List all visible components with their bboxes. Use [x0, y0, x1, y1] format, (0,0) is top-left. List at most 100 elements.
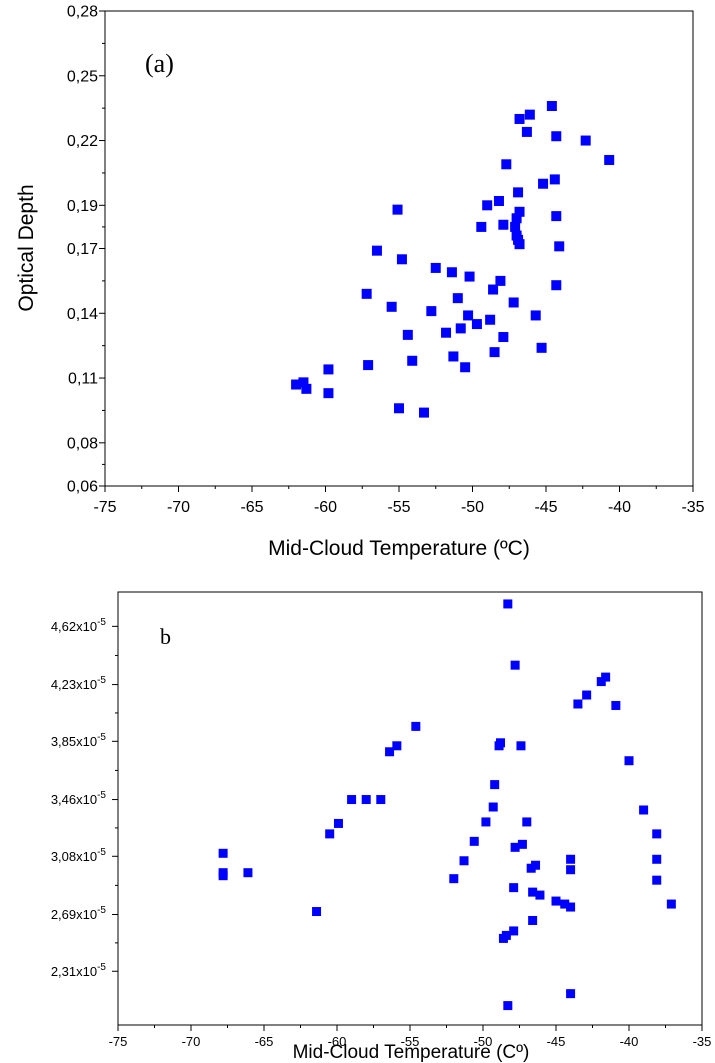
data-point — [452, 293, 463, 304]
data-point — [471, 319, 482, 330]
data-point — [551, 896, 561, 906]
data-point — [509, 926, 519, 936]
data-point — [386, 301, 397, 312]
panel-b-x-ticks: -75 -70 -65 -60 -55 -50 -45 -40 -35 — [109, 1025, 712, 1049]
data-point — [495, 275, 506, 286]
data-point — [514, 206, 525, 217]
data-point — [407, 355, 418, 366]
data-point — [498, 219, 509, 230]
x-tick-label: -65 — [255, 1034, 274, 1049]
data-point — [546, 101, 557, 111]
data-point — [363, 360, 374, 371]
x-tick-label: -40 — [620, 1034, 639, 1049]
data-point — [312, 907, 322, 917]
panel-a-label: (a) — [145, 49, 174, 78]
data-point — [298, 377, 309, 388]
data-point — [426, 306, 437, 317]
y-tick-label: 4,23x10-5 — [51, 675, 107, 692]
data-point — [394, 403, 404, 414]
data-point — [560, 899, 570, 909]
x-tick-label: -55 — [401, 1034, 420, 1049]
data-point — [430, 262, 441, 273]
data-point — [446, 267, 457, 278]
data-point — [554, 241, 565, 252]
data-point — [551, 211, 562, 222]
data-point — [498, 332, 509, 343]
data-point — [551, 280, 562, 291]
data-point — [218, 848, 228, 858]
data-point — [501, 930, 511, 940]
data-point — [489, 347, 500, 358]
data-point — [463, 310, 474, 321]
data-point — [516, 741, 526, 751]
data-point — [580, 135, 591, 146]
data-point — [291, 379, 302, 390]
panel-b-plot-area — [117, 591, 703, 1026]
data-point — [301, 383, 312, 394]
data-point — [476, 221, 487, 232]
panel-a-points — [291, 101, 615, 418]
data-point — [510, 221, 521, 232]
data-point — [624, 756, 634, 766]
panel-b: 2,31x10-5 2,69x10-5 3,08x10-5 3,46x10-5 3,85… — [51, 591, 712, 1063]
data-point — [566, 865, 576, 875]
panel-a-x-ticks: -75 -70 -65 -60 -55 -50 -45 -40 -35 — [93, 486, 705, 516]
y-tick-label: 0,08 — [67, 435, 98, 452]
data-point — [501, 159, 512, 170]
data-point — [323, 388, 334, 399]
data-point — [511, 213, 522, 224]
y-tick-label: 0,11 — [68, 371, 98, 388]
data-point — [441, 327, 452, 338]
data-point — [601, 672, 611, 682]
data-point — [549, 174, 560, 185]
data-point — [460, 362, 471, 373]
x-tick-label: -70 — [182, 1034, 201, 1049]
data-point — [535, 890, 545, 900]
data-point — [604, 154, 615, 165]
panel-a: 0,06 0,08 0,11 0,14 0,17 0,19 0,22 0,25 0,28 -75… — [15, 4, 705, 560]
data-point — [551, 131, 562, 142]
data-point — [517, 839, 527, 849]
y-tick-label: 0,25 — [67, 68, 98, 85]
y-tick-label: 3,46x10-5 — [51, 790, 107, 807]
panel-a-y-axis-label: Optical Depth — [15, 184, 38, 311]
data-point — [385, 747, 395, 757]
data-point — [243, 868, 253, 878]
y-tick-label: 2,31x10-5 — [51, 962, 107, 979]
data-point — [530, 310, 541, 321]
data-point — [510, 660, 520, 670]
panel-b-points — [218, 599, 676, 1011]
data-point — [323, 364, 334, 375]
x-tick-label: -40 — [608, 499, 631, 516]
x-tick-label: -75 — [93, 499, 116, 516]
x-tick-label: -75 — [109, 1034, 128, 1049]
data-point — [639, 805, 649, 815]
data-point — [361, 288, 372, 299]
data-point — [538, 178, 549, 189]
x-tick-label: -35 — [693, 1034, 712, 1049]
x-tick-label: -60 — [314, 499, 337, 516]
data-point — [469, 836, 479, 846]
data-point — [449, 874, 459, 884]
data-point — [536, 342, 547, 353]
data-point — [376, 795, 386, 805]
y-tick-label: 3,08x10-5 — [51, 847, 107, 864]
data-point — [448, 351, 459, 362]
panel-a-x-axis-label: Mid-Cloud Temperature (ºC) — [268, 537, 530, 560]
y-tick-label: 0,19 — [67, 198, 98, 215]
data-point — [652, 829, 662, 839]
data-point — [490, 780, 500, 790]
data-point — [493, 196, 504, 206]
data-point — [524, 109, 535, 120]
data-point — [611, 700, 621, 710]
data-point — [482, 200, 493, 211]
data-point — [652, 875, 662, 885]
data-point — [392, 204, 403, 215]
data-point — [455, 323, 466, 334]
data-point — [411, 721, 421, 731]
y-tick-label: 2,69x10-5 — [51, 905, 107, 922]
data-point — [481, 817, 491, 827]
x-tick-label: -45 — [534, 499, 557, 516]
x-tick-label: -70 — [167, 499, 190, 516]
